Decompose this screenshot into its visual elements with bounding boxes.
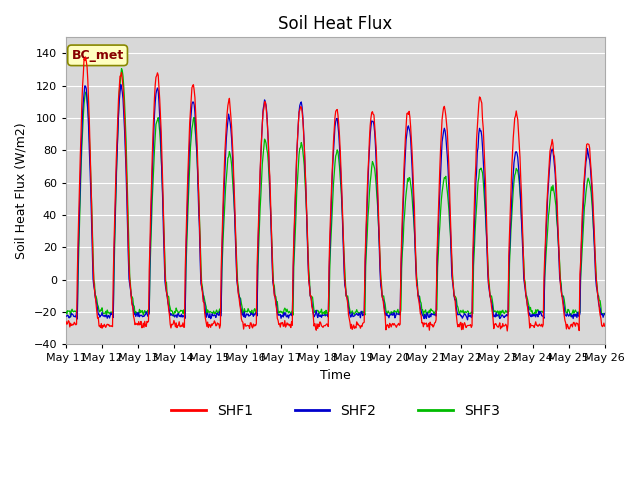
SHF3: [601, 312, 609, 317]
Legend: SHF1, SHF2, SHF3: SHF1, SHF2, SHF3: [166, 398, 505, 423]
SHF3: [417, 300, 425, 306]
Y-axis label: Soil Heat Flux (W/m2): Soil Heat Flux (W/m2): [15, 122, 28, 259]
SHF1: [504, 328, 511, 334]
SHF2: [128, 300, 136, 306]
X-axis label: Time: Time: [320, 369, 351, 382]
SHF3: [62, 309, 70, 315]
SHF2: [601, 311, 609, 316]
SHF2: [183, 228, 191, 234]
SHF1: [82, 54, 90, 60]
Line: SHF1: SHF1: [66, 57, 605, 331]
SHF1: [72, 322, 79, 328]
SHF3: [183, 244, 191, 250]
SHF1: [417, 312, 425, 318]
SHF3: [128, 294, 136, 300]
SHF3: [72, 308, 79, 314]
SHF2: [464, 317, 472, 323]
SHF2: [117, 82, 125, 87]
SHF3: [495, 314, 503, 320]
SHF2: [72, 314, 79, 320]
SHF2: [401, 152, 409, 157]
SHF2: [62, 313, 70, 319]
Title: Soil Heat Flux: Soil Heat Flux: [278, 15, 392, 33]
SHF2: [211, 313, 219, 319]
SHF1: [401, 135, 409, 141]
SHF1: [183, 208, 191, 214]
SHF1: [601, 323, 609, 329]
SHF3: [211, 311, 219, 316]
Line: SHF3: SHF3: [66, 69, 605, 317]
SHF3: [118, 66, 125, 72]
SHF1: [62, 319, 70, 324]
SHF1: [128, 302, 136, 308]
Line: SHF2: SHF2: [66, 84, 605, 320]
SHF2: [417, 308, 425, 313]
SHF3: [401, 199, 409, 204]
Text: BC_met: BC_met: [72, 49, 124, 62]
SHF1: [211, 320, 219, 325]
